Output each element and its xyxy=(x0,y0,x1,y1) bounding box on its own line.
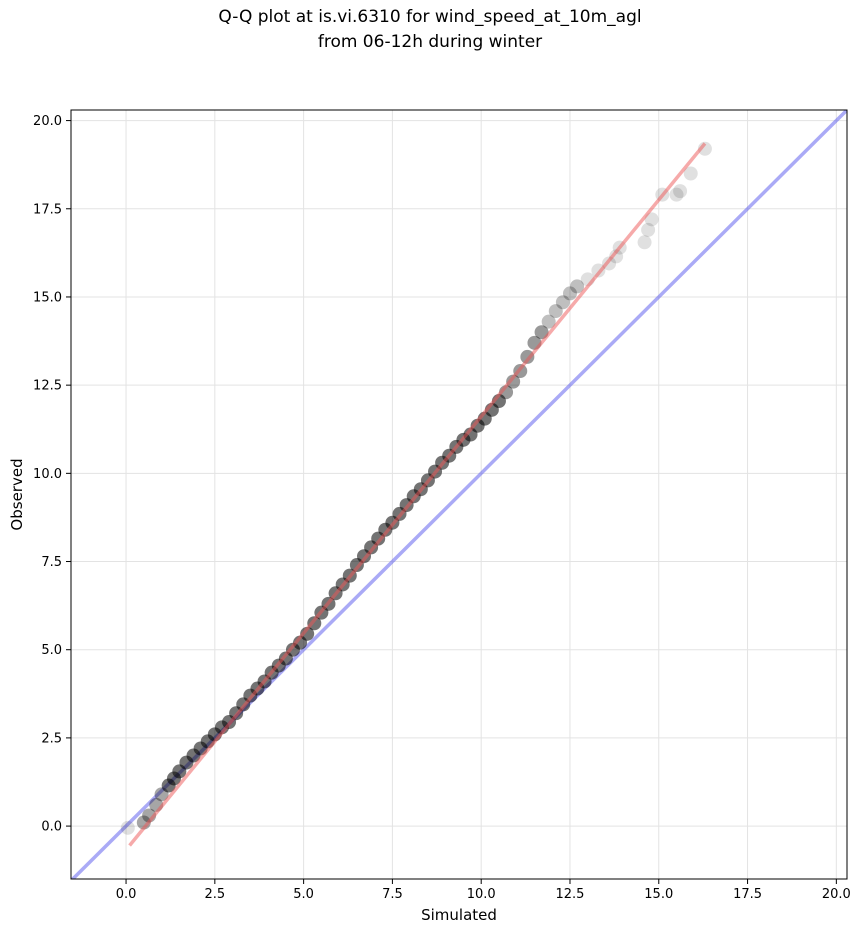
plot-area xyxy=(71,110,847,879)
x-tick-label: 15.0 xyxy=(644,887,673,902)
y-tick-label: 7.5 xyxy=(41,555,62,570)
data-point xyxy=(534,325,549,340)
data-point xyxy=(673,184,688,199)
y-axis-ticks: 0.0 2.5 5.0 7.5 10.0 12.5 15.0 17.5 20.0 xyxy=(33,114,71,835)
plot-frame xyxy=(70,109,848,880)
data-point xyxy=(562,286,577,301)
scatter-points xyxy=(120,141,712,835)
grid xyxy=(71,110,847,879)
data-point xyxy=(683,166,698,181)
x-axis-ticks: 0.0 2.5 5.0 7.5 10.0 12.5 15.0 17.5 20.0 xyxy=(116,879,851,902)
data-point xyxy=(637,235,652,250)
y-axis-label: Observed xyxy=(8,458,26,530)
data-point xyxy=(506,374,521,389)
y-tick-label: 0.0 xyxy=(41,820,62,835)
y-tick-label: 17.5 xyxy=(33,202,62,217)
y-tick-label: 2.5 xyxy=(41,731,62,746)
chart-title-line-1: Q-Q plot at is.vi.6310 for wind_speed_at… xyxy=(218,7,642,27)
data-point xyxy=(541,314,556,329)
y-tick-label: 10.0 xyxy=(33,467,62,482)
x-tick-label: 12.5 xyxy=(556,887,585,902)
x-tick-label: 5.0 xyxy=(293,887,314,902)
data-point xyxy=(641,222,656,237)
y-tick-label: 15.0 xyxy=(33,290,62,305)
x-tick-label: 2.5 xyxy=(204,887,225,902)
data-point xyxy=(609,249,624,264)
x-tick-label: 10.0 xyxy=(467,887,496,902)
x-tick-label: 0.0 xyxy=(116,887,137,902)
data-point xyxy=(120,820,135,835)
y-tick-label: 12.5 xyxy=(33,379,62,394)
data-point xyxy=(555,295,570,310)
x-tick-label: 17.5 xyxy=(733,887,762,902)
y-tick-label: 5.0 xyxy=(41,643,62,658)
chart-title-line-2: from 06-12h during winter xyxy=(317,32,543,52)
data-point xyxy=(300,626,315,641)
x-tick-label: 20.0 xyxy=(822,887,851,902)
x-axis-label: Simulated xyxy=(421,906,497,924)
fit-line xyxy=(128,142,707,847)
data-point xyxy=(548,304,563,319)
x-tick-label: 7.5 xyxy=(382,887,403,902)
data-point xyxy=(570,279,585,294)
y-tick-label: 20.0 xyxy=(33,114,62,129)
data-point xyxy=(644,212,659,227)
data-point xyxy=(669,187,684,202)
